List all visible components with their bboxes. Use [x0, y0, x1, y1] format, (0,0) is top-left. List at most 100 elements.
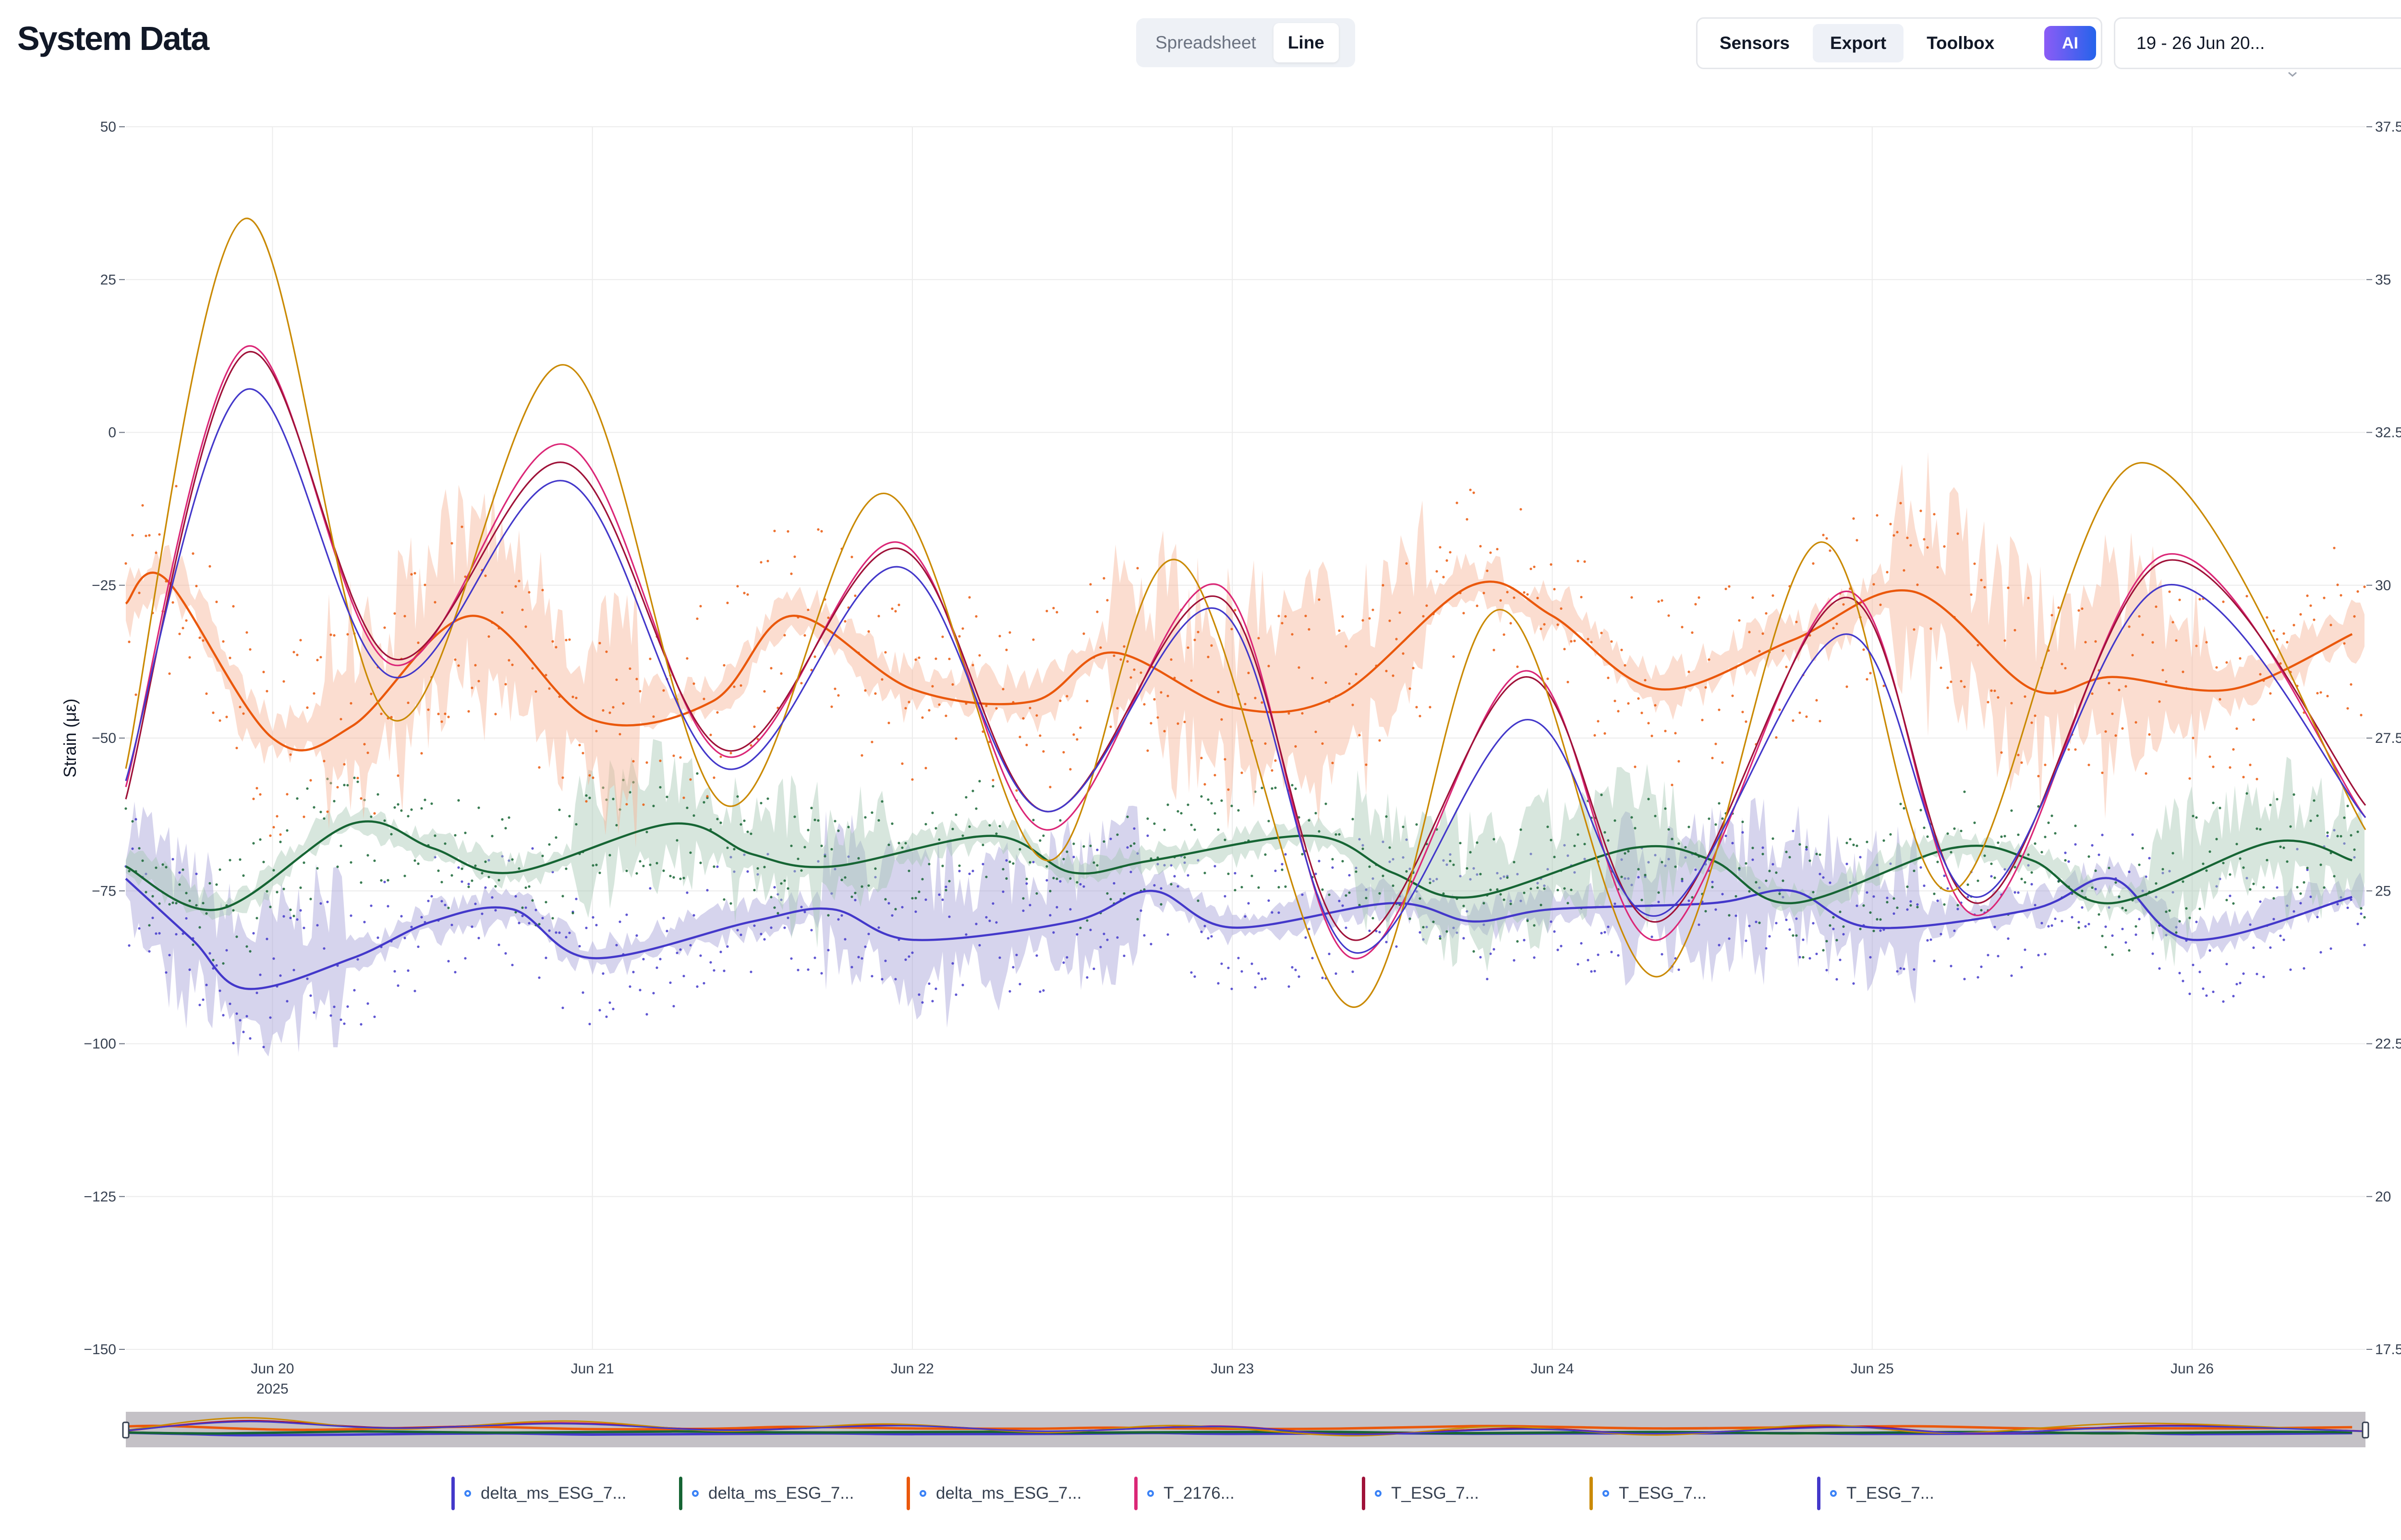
data-point: [2235, 982, 2238, 986]
data-point: [1731, 842, 1734, 845]
data-point: [1909, 900, 1912, 903]
data-point: [1798, 711, 1801, 714]
data-point: [2050, 614, 2053, 617]
data-point: [249, 1037, 252, 1040]
data-point: [2350, 683, 2352, 686]
data-point: [427, 899, 430, 902]
data-point: [1069, 877, 1072, 880]
legend-item[interactable]: T_ESG_7...: [1817, 1474, 2045, 1513]
data-point: [1973, 821, 1976, 824]
data-point: [1422, 615, 1425, 618]
data-point: [1862, 648, 1865, 651]
export-button[interactable]: Export: [1813, 24, 1904, 62]
legend-toggle-icon[interactable]: [1147, 1490, 1154, 1497]
legend-item[interactable]: T_ESG_7...: [1589, 1474, 1817, 1513]
data-point: [2255, 972, 2258, 975]
data-point: [1802, 956, 1805, 959]
legend-item[interactable]: delta_ms_ESG_7...: [907, 1474, 1134, 1513]
data-point: [1570, 640, 1573, 643]
data-point: [588, 797, 591, 800]
data-point: [763, 938, 766, 941]
legend-item[interactable]: delta_ms_ESG_7...: [451, 1474, 679, 1513]
tab-line[interactable]: Line: [1273, 23, 1339, 62]
legend-toggle-icon[interactable]: [464, 1490, 471, 1497]
legend-toggle-icon[interactable]: [920, 1490, 926, 1497]
data-point: [1513, 959, 1516, 962]
data-point: [1523, 891, 1526, 894]
legend-item[interactable]: delta_ms_ESG_7...: [679, 1474, 907, 1513]
data-point: [138, 847, 141, 850]
data-point: [2141, 889, 2144, 892]
legend-item[interactable]: T_2176...: [1134, 1474, 1362, 1513]
data-point: [1106, 938, 1109, 941]
data-point: [2340, 835, 2342, 838]
data-point: [403, 615, 406, 618]
data-point: [605, 1015, 608, 1018]
data-point: [978, 780, 981, 783]
data-point: [1462, 904, 1465, 908]
data-point: [158, 902, 161, 905]
data-point: [1271, 911, 1273, 914]
data-point: [2054, 690, 2057, 692]
data-point: [1889, 862, 1892, 865]
data-point: [1086, 700, 1089, 703]
data-point: [1378, 739, 1381, 742]
data-point: [1593, 734, 1596, 737]
data-point: [1718, 802, 1721, 805]
data-point: [1963, 978, 1966, 981]
data-point: [679, 948, 682, 951]
data-point: [424, 799, 426, 801]
data-point: [2326, 835, 2329, 837]
toolbar: Sensors Export Toolbox AI: [1696, 17, 2102, 69]
data-point: [1321, 742, 1324, 745]
range-slider-left-handle[interactable]: [122, 1421, 130, 1439]
data-point: [2134, 933, 2137, 936]
data-point: [1103, 577, 1105, 580]
data-point: [716, 711, 719, 714]
legend-toggle-icon[interactable]: [1602, 1490, 1609, 1497]
data-point: [642, 803, 645, 806]
toolbox-button[interactable]: Toolbox: [1927, 33, 1995, 53]
data-point: [1909, 904, 1912, 907]
data-point: [511, 963, 514, 967]
data-point: [1385, 669, 1388, 672]
data-point: [659, 786, 662, 789]
data-point: [1819, 853, 1821, 856]
ai-button[interactable]: AI: [2044, 26, 2096, 61]
data-point: [444, 842, 447, 845]
range-slider-right-handle[interactable]: [2362, 1421, 2369, 1439]
legend-toggle-icon[interactable]: [1375, 1490, 1382, 1497]
data-point: [168, 903, 171, 906]
data-point: [2057, 880, 2060, 883]
data-point: [1022, 897, 1025, 900]
data-point: [1563, 887, 1566, 890]
data-point: [1933, 513, 1936, 516]
data-point: [565, 639, 568, 642]
data-point: [1408, 867, 1411, 870]
data-point: [803, 910, 806, 913]
data-point: [635, 872, 638, 875]
data-point: [2363, 585, 2366, 588]
legend-toggle-icon[interactable]: [1830, 1490, 1837, 1497]
data-point: [289, 753, 292, 756]
data-point: [2222, 600, 2225, 603]
legend-toggle-icon[interactable]: [692, 1490, 699, 1497]
data-point: [1321, 888, 1324, 891]
data-point: [1923, 884, 1926, 887]
data-point: [178, 883, 181, 886]
data-point: [696, 617, 699, 620]
data-point: [736, 929, 739, 932]
data-point: [2171, 621, 2174, 624]
data-point: [1862, 904, 1865, 907]
data-point: [1866, 678, 1868, 681]
legend-item[interactable]: T_ESG_7...: [1362, 1474, 1589, 1513]
data-point: [800, 869, 803, 872]
data-point: [1096, 610, 1099, 613]
data-point: [1123, 954, 1126, 958]
data-point: [461, 525, 463, 528]
sensors-button[interactable]: Sensors: [1720, 33, 1790, 53]
data-point: [511, 663, 514, 667]
date-range-picker[interactable]: 19 - 26 Jun 20...: [2114, 17, 2401, 69]
tab-spreadsheet[interactable]: Spreadsheet: [1155, 33, 1256, 52]
